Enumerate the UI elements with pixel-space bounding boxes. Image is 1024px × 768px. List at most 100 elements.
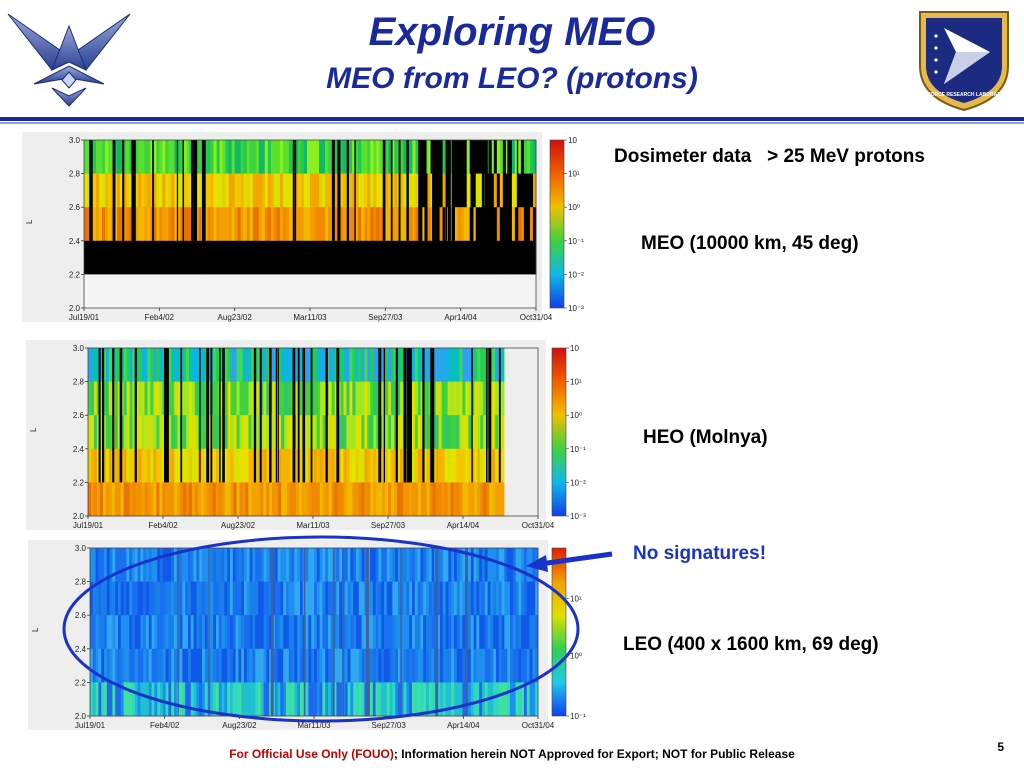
heatmap-cell — [378, 682, 382, 717]
heatmap-cell — [403, 140, 407, 174]
heatmap-cell — [186, 207, 190, 242]
heatmap-cell — [144, 240, 148, 275]
heatmap-cell — [472, 207, 477, 242]
heatmap-cell — [444, 415, 448, 450]
heatmap-cell — [206, 482, 211, 517]
heatmap-cell — [118, 615, 122, 650]
heatmap-cell — [222, 140, 227, 174]
heatmap-cell — [411, 482, 416, 517]
heatmap-cell — [98, 581, 102, 616]
heatmap-cell — [135, 348, 139, 382]
heatmap-cell — [311, 648, 315, 683]
heatmap-cell — [493, 240, 498, 275]
heatmap-cell — [336, 581, 340, 616]
heatmap-cell — [330, 648, 334, 683]
heatmap-cell — [230, 348, 234, 382]
heatmap-cell — [291, 274, 296, 309]
heatmap-cell — [252, 682, 256, 717]
heatmap-cell — [355, 240, 359, 275]
heatmap-cell — [420, 648, 424, 683]
heatmap-cell — [213, 648, 217, 683]
heatmap-cell — [384, 648, 388, 683]
heatmap-cell — [328, 240, 332, 275]
heatmap-cell — [168, 140, 172, 174]
heatmap-cell — [430, 240, 434, 275]
heatmap-cell — [347, 682, 351, 717]
heatmap-cell — [482, 581, 486, 616]
heatmap-cell — [104, 581, 108, 616]
heatmap-cell — [300, 682, 304, 717]
heatmap-cell — [515, 548, 519, 582]
heatmap-cell — [477, 348, 481, 382]
heatmap-cell — [441, 448, 445, 483]
heatmap-cell — [414, 682, 418, 717]
heatmap-cell — [496, 682, 500, 717]
heatmap-cell — [251, 482, 255, 517]
heatmap-cell — [279, 140, 284, 174]
heatmap-cell — [481, 240, 486, 275]
heatmap-cell — [406, 648, 410, 683]
heatmap-cell — [90, 615, 94, 650]
heatmap-cell — [358, 548, 362, 582]
heatmap-cell — [379, 482, 383, 517]
heatmap-cell — [316, 415, 321, 450]
heatmap-cell — [99, 240, 103, 275]
heatmap-cell — [350, 548, 354, 582]
heatmap-cell — [224, 648, 228, 683]
heatmap-cell — [227, 448, 232, 483]
heatmap-cell — [453, 348, 457, 382]
heatmap-cell — [457, 240, 462, 275]
heatmap-cell — [207, 274, 211, 309]
heatmap-cell — [204, 581, 208, 616]
heatmap-cell — [150, 240, 154, 275]
heatmap-cell — [300, 274, 305, 309]
heatmap-cell — [400, 448, 404, 483]
heatmap-cell — [344, 682, 348, 717]
heatmap-cell — [190, 648, 194, 683]
heatmap-cell — [473, 615, 477, 650]
colorbar-tick-label: 10⁻² — [570, 478, 586, 487]
heatmap-cell — [445, 615, 449, 650]
heatmap-cell — [246, 207, 251, 242]
heatmap-cell — [385, 448, 389, 483]
heatmap-cell — [385, 207, 389, 242]
heatmap-cell — [498, 682, 502, 717]
heatmap-cell — [109, 648, 113, 683]
heatmap-cell — [232, 581, 236, 616]
heatmap-cell — [314, 615, 318, 650]
heatmap-cell — [90, 581, 94, 616]
heatmap-cell — [162, 648, 166, 683]
heatmap-cell — [453, 448, 457, 483]
heatmap-cell — [105, 348, 110, 382]
heatmap-cell — [179, 682, 183, 717]
heatmap-cell — [273, 240, 278, 275]
heatmap-cell — [284, 415, 288, 450]
heatmap-cell — [129, 548, 133, 582]
heatmap-cell — [233, 415, 237, 450]
heatmap-cell — [101, 548, 105, 582]
heatmap-cell — [375, 615, 379, 650]
heatmap-cell — [115, 648, 119, 683]
heatmap-cell — [328, 682, 332, 717]
heatmap-cell — [140, 615, 144, 650]
heatmap-cell — [340, 381, 344, 416]
heatmap-cell — [353, 682, 357, 717]
heatmap-cell — [445, 207, 450, 242]
heatmap-cell — [358, 173, 362, 208]
heatmap-cell — [192, 348, 196, 382]
x-tick-label: Feb4/02 — [145, 313, 175, 322]
heatmap-cell — [389, 648, 393, 683]
heatmap-cell — [231, 173, 236, 208]
heatmap-cell — [391, 448, 395, 483]
heatmap-cell — [423, 415, 428, 450]
heatmap-cell — [414, 548, 418, 582]
heatmap-cell — [339, 548, 343, 582]
heatmap-cell — [358, 348, 362, 382]
heatmap-cell — [343, 482, 347, 517]
heatmap-cell — [355, 415, 359, 450]
heatmap-cell — [336, 615, 340, 650]
heatmap-cell — [296, 482, 300, 517]
heatmap-cell — [216, 581, 220, 616]
heatmap-cell — [479, 548, 483, 582]
heatmap-cell — [476, 581, 480, 616]
